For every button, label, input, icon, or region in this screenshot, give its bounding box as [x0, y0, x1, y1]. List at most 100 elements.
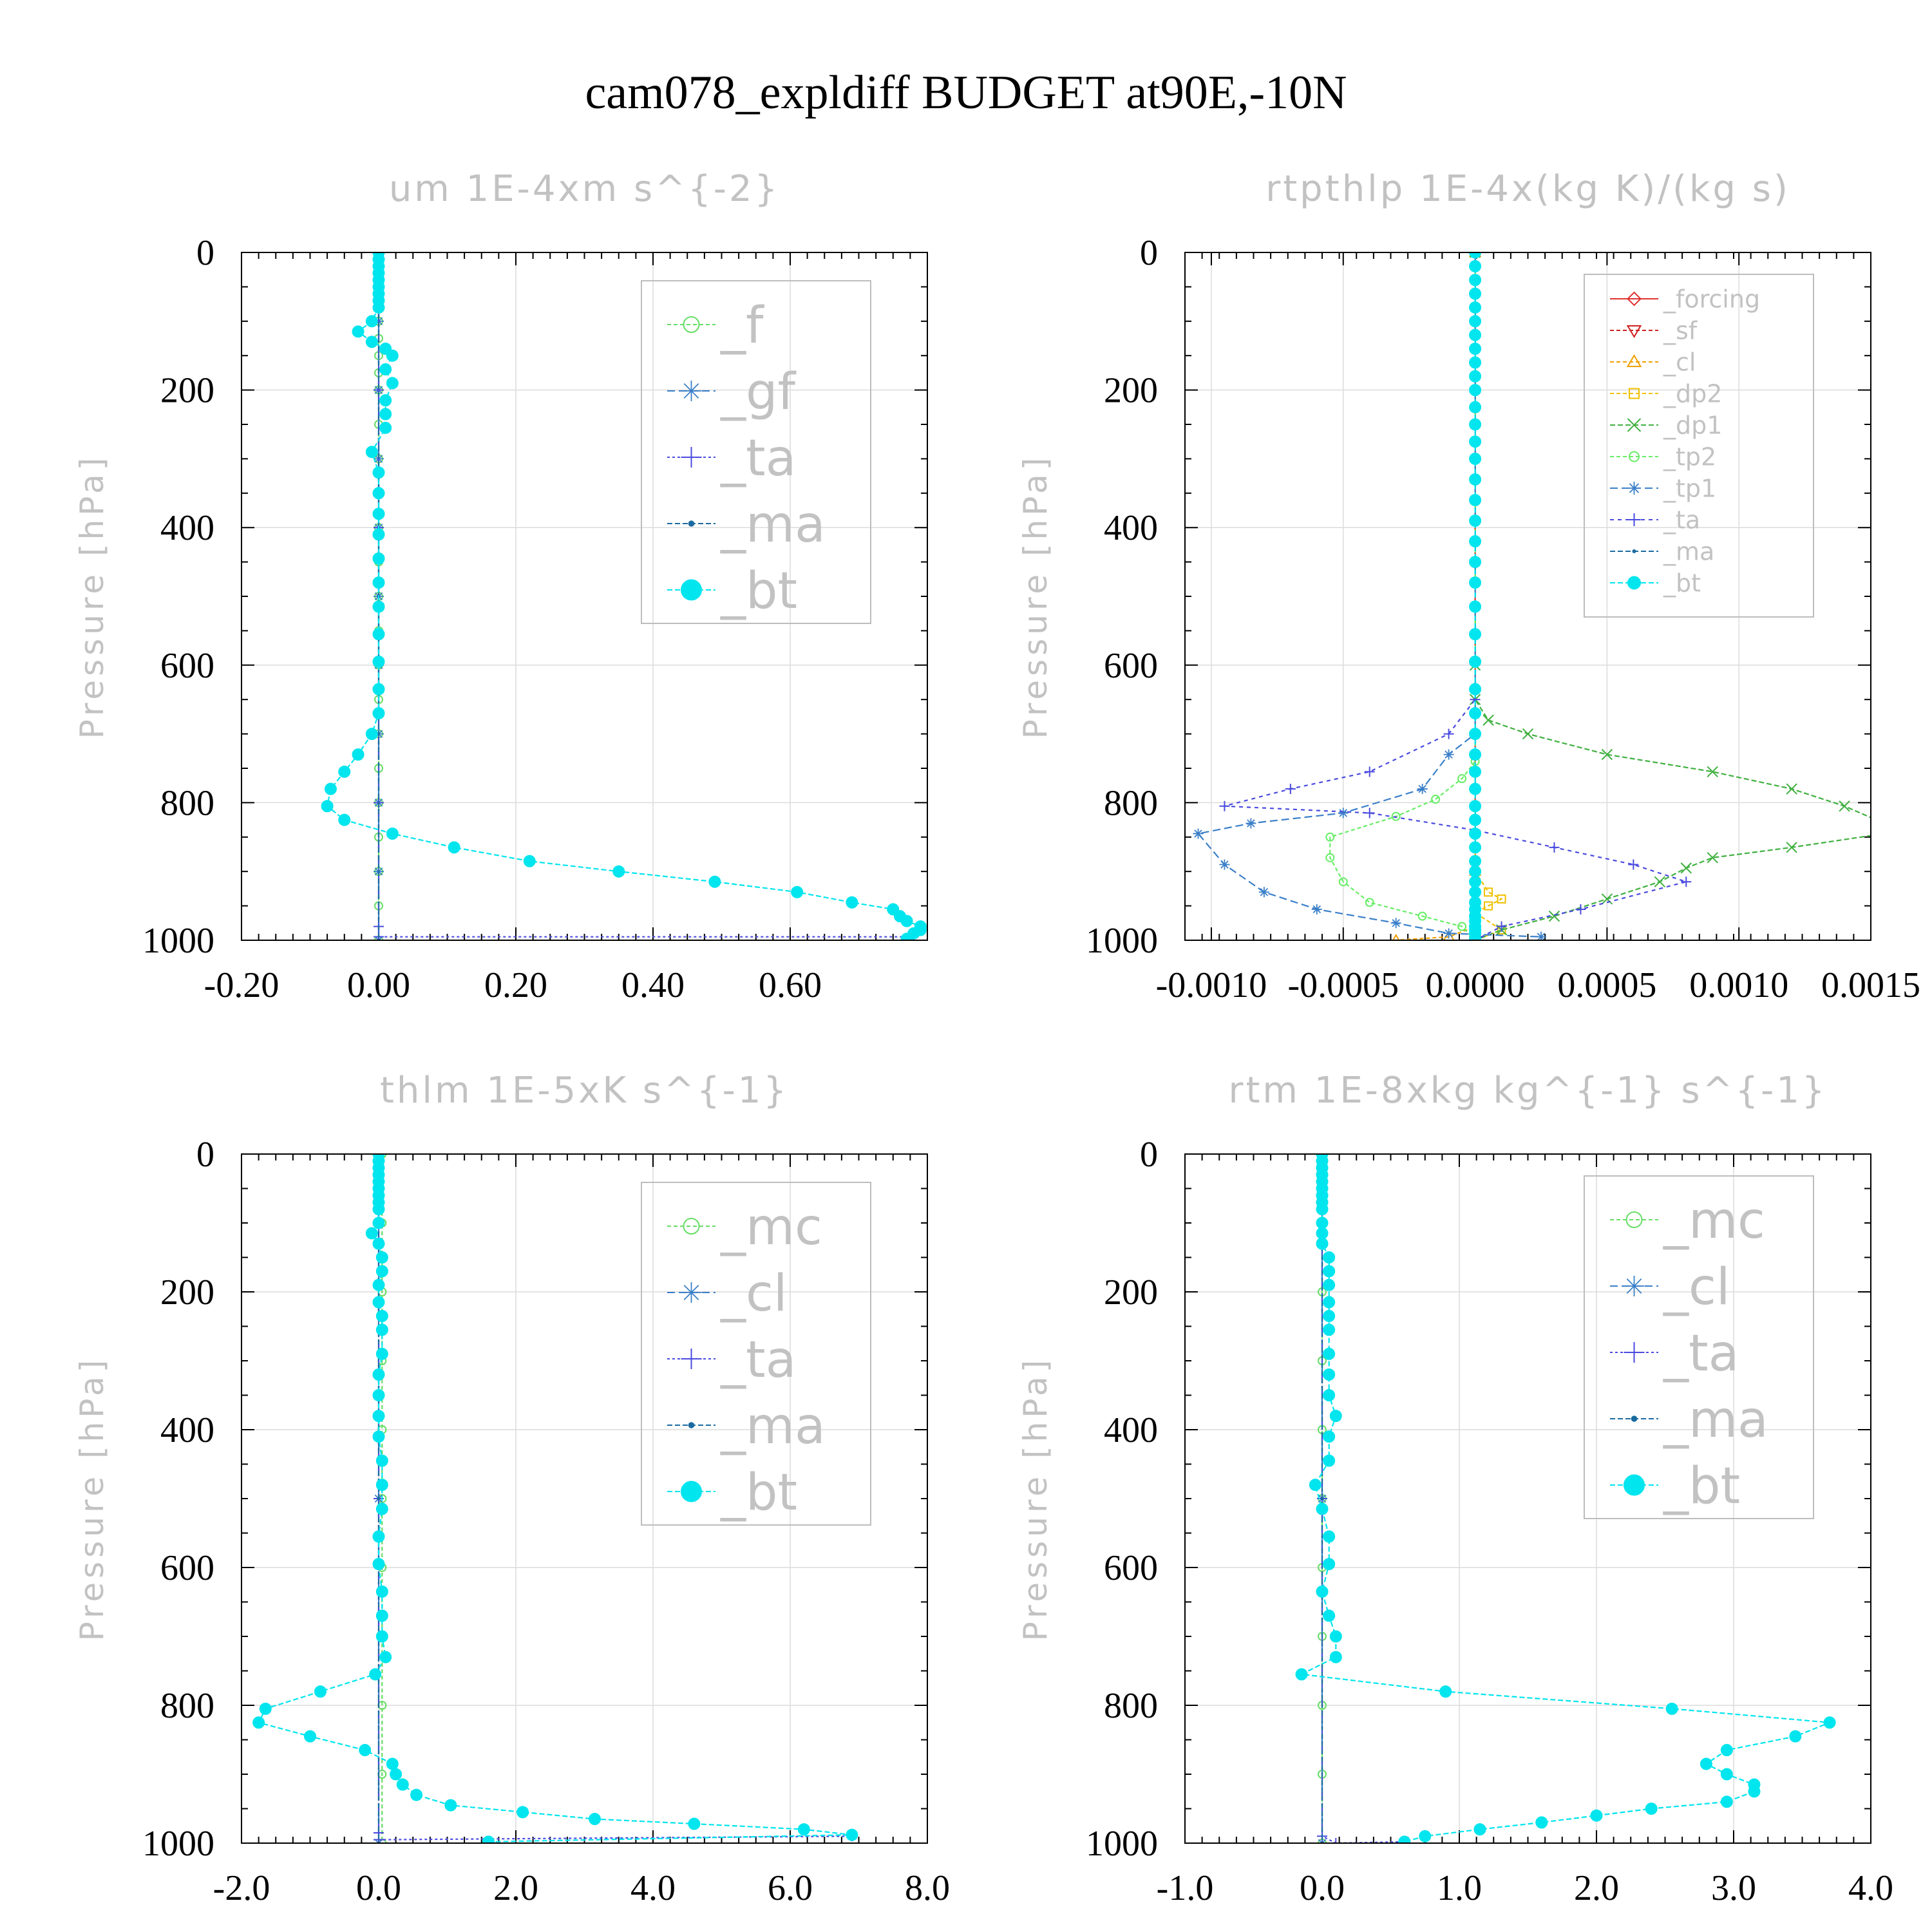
data-point: [390, 1768, 402, 1781]
data-point: [1219, 800, 1230, 811]
data-point: [386, 377, 399, 390]
panel-4: 0 200 400 600 800 1000-1.0 0.0 1.0 2.0 3.0 4.0 rtm …: [1017, 1070, 1893, 1908]
data-point: [1323, 1265, 1336, 1278]
data-point: [338, 765, 351, 778]
data-point: [372, 628, 385, 641]
data-point: [1700, 1757, 1712, 1770]
legend-label: _bt: [720, 1464, 797, 1522]
x-tick-label: 0.0005: [1557, 965, 1656, 1005]
data-point: [1323, 1251, 1336, 1264]
data-point: [1590, 1809, 1603, 1822]
data-point: [1707, 852, 1718, 864]
y-tick-label: 0: [196, 1135, 214, 1175]
x-tick-label: -1.0: [1157, 1868, 1214, 1908]
data-point: [1469, 301, 1482, 314]
legend-label: _tp1: [1663, 475, 1716, 503]
data-point: [1469, 252, 1482, 259]
data-point: [588, 1813, 601, 1826]
data-point: [1720, 1795, 1733, 1808]
series-line-cl: [1396, 252, 1476, 940]
panel-title: rtm 1E-8xkg kg^{-1} s^{-1}: [1228, 1070, 1827, 1112]
data-point: [516, 1806, 529, 1819]
legend-label: _f: [720, 297, 764, 355]
series-line-tp2: [1329, 252, 1476, 940]
data-point: [1823, 1716, 1836, 1729]
legend-marker: [1624, 1474, 1645, 1496]
data-point: [372, 683, 385, 696]
legend-label: _dp1: [1663, 412, 1722, 440]
data-point: [1392, 934, 1400, 940]
data-point: [1628, 859, 1639, 870]
legend-marker: [1631, 1416, 1638, 1422]
x-tick-label: -0.20: [204, 965, 279, 1005]
legend-marker: [1624, 1342, 1645, 1363]
legend-label: _mc: [720, 1198, 822, 1256]
plot-frame: [1184, 1153, 1871, 1844]
data-point: [1469, 827, 1482, 840]
data-point: [1323, 1430, 1336, 1443]
data-point: [1665, 1702, 1678, 1715]
data-point: [1469, 515, 1482, 527]
data-point: [1193, 828, 1204, 839]
x-tick-label: 4.0: [630, 1868, 676, 1908]
data-point: [1469, 707, 1482, 720]
minor-ticks: [1184, 1153, 1871, 1844]
data-point: [379, 408, 392, 421]
x-tick-label: 0.0000: [1426, 965, 1525, 1005]
y-tick-label: 200: [1104, 371, 1158, 411]
data-point: [1497, 894, 1506, 904]
data-point: [365, 315, 378, 328]
data-point: [1417, 911, 1427, 921]
y-tick-label: 800: [160, 783, 214, 823]
legend-label: _ma: [720, 496, 826, 554]
data-point: [1323, 1389, 1336, 1401]
data-point: [523, 855, 536, 867]
data-point: [1323, 1347, 1336, 1360]
y-tick-label: 1000: [142, 921, 214, 961]
legend-marker: [1626, 325, 1642, 338]
y-tick-label: 200: [160, 371, 214, 411]
legend: _forcing _sf _cl _dp2 _dp1 _tp2 _tp1 _ta _ma _bt: [1584, 274, 1814, 618]
data-point: [372, 1389, 385, 1401]
data-point: [1482, 714, 1494, 726]
data-point: [1469, 418, 1482, 431]
data-point: [1364, 808, 1375, 819]
legend-marker: [1627, 513, 1641, 526]
data-point: [1575, 904, 1586, 914]
series-line-bt: [1299, 1154, 1830, 1842]
data-point: [1473, 1823, 1486, 1836]
data-point: [1323, 1368, 1336, 1381]
data-point: [1323, 1296, 1336, 1309]
data-point: [372, 487, 385, 500]
data-point: [1469, 356, 1482, 369]
data-point: [1469, 435, 1482, 448]
data-point: [797, 1823, 810, 1836]
y-tick-label: 1000: [1086, 1824, 1158, 1864]
data-point: [386, 827, 399, 840]
data-point: [1431, 795, 1441, 804]
legend-label: _tp2: [1663, 443, 1716, 471]
data-point: [1469, 841, 1482, 854]
data-point: [1720, 1744, 1733, 1757]
data-point: [372, 507, 385, 520]
data-point: [900, 933, 913, 940]
data-point: [314, 1685, 327, 1698]
data-point: [372, 1278, 385, 1291]
data-point: [1320, 1497, 1324, 1501]
data-point: [1338, 808, 1349, 819]
legend-marker: [681, 1282, 702, 1303]
series-line-dp2: [1473, 252, 1503, 940]
y-tick-label: 0: [1140, 233, 1158, 273]
data-point: [1323, 1454, 1336, 1467]
legend: _f _gf _ta _ma _bt: [641, 280, 871, 624]
data-point: [1323, 1323, 1336, 1336]
data-point: [379, 421, 392, 434]
legend-marker: [681, 381, 702, 401]
data-point: [379, 1651, 392, 1663]
data-point: [612, 865, 625, 878]
legend-marker: [683, 1218, 700, 1235]
data-point: [1391, 811, 1401, 821]
data-point: [1522, 728, 1534, 740]
data-point: [252, 1716, 265, 1729]
data-point: [1323, 1558, 1336, 1571]
